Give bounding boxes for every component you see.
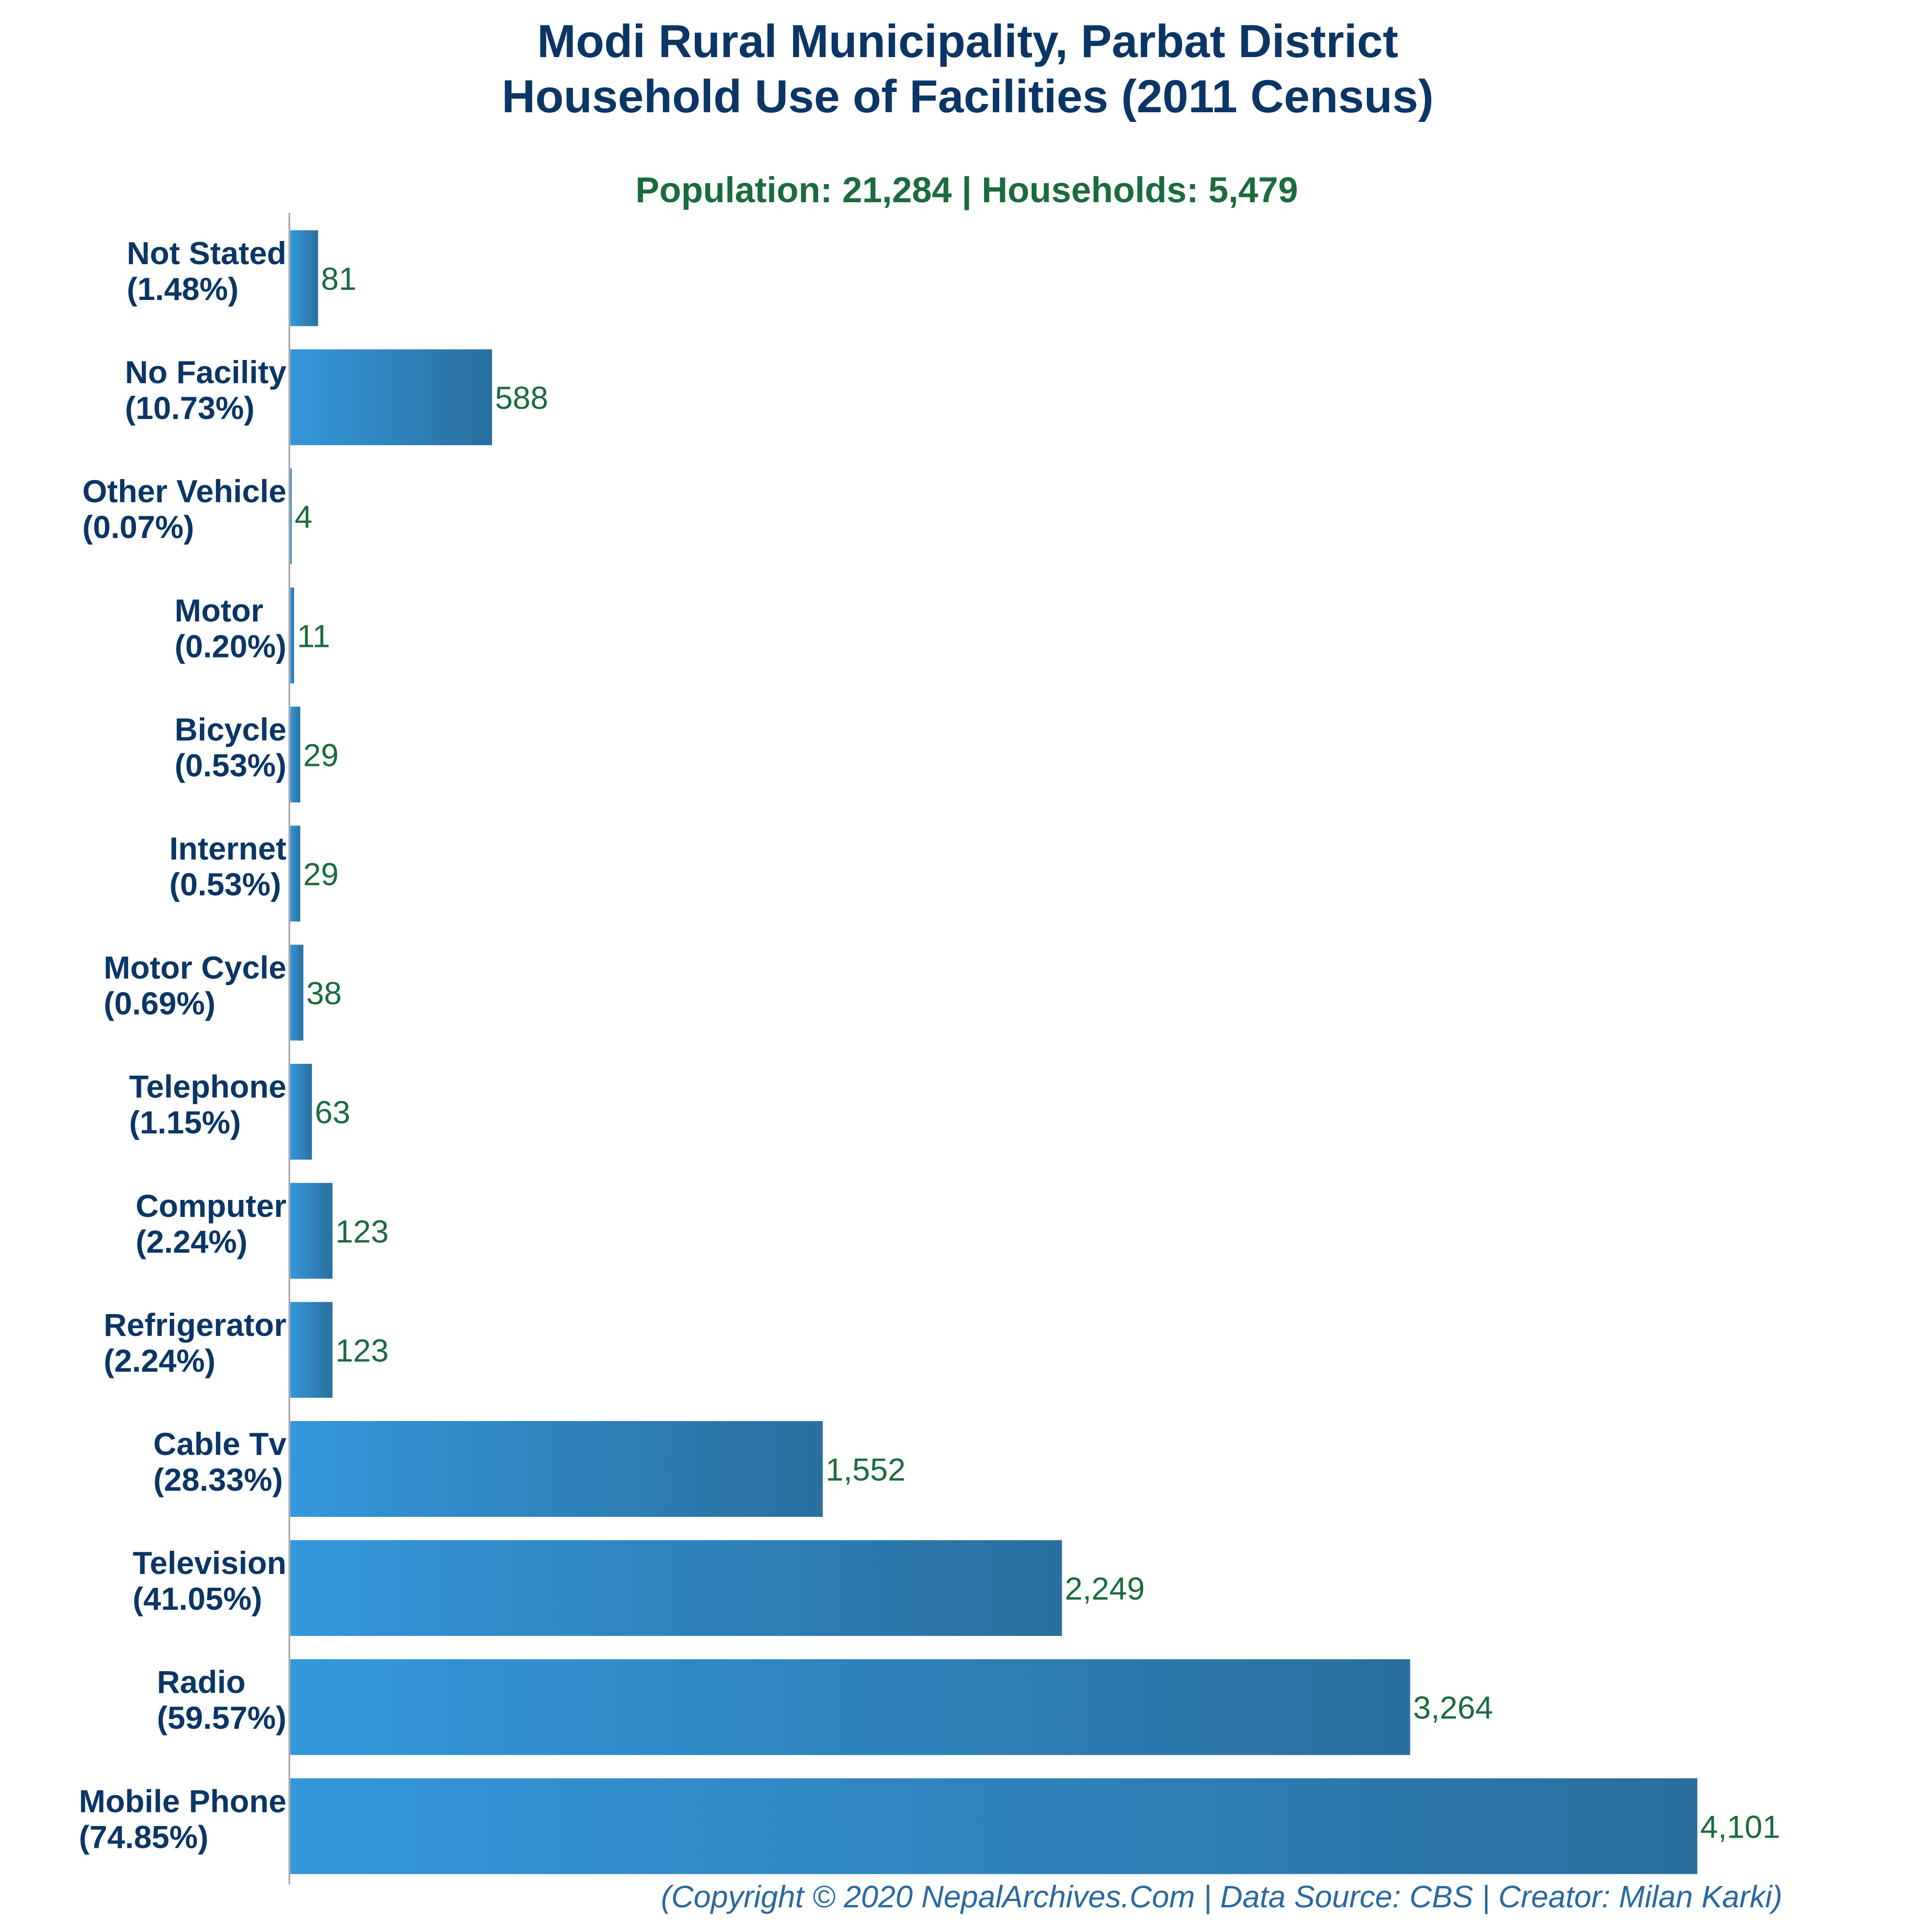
category-percent-label: (2.24%) (135, 1224, 247, 1259)
chart-subtitle: Population: 21,284 | Households: 5,479 (635, 170, 1298, 210)
category-label: Bicycle (175, 711, 286, 747)
value-label: 38 (306, 975, 342, 1011)
category-label: Motor (175, 592, 263, 628)
category-percent-label: (2.24%) (104, 1343, 215, 1378)
value-label: 81 (321, 261, 356, 297)
value-label: 4,101 (1700, 1809, 1780, 1844)
category-percent-label: (0.20%) (175, 628, 286, 664)
category-percent-label: (74.85%) (79, 1819, 209, 1855)
bar-mobile-phone (290, 1778, 1697, 1874)
bar-internet (290, 825, 300, 922)
category-label: Refrigerator (104, 1307, 286, 1343)
category-label: Motor Cycle (104, 950, 286, 986)
category-percent-label: (0.53%) (169, 867, 281, 902)
category-label: Mobile Phone (79, 1783, 286, 1819)
value-label: 123 (335, 1213, 389, 1249)
category-percent-label: (0.53%) (175, 747, 286, 783)
category-percent-label: (0.07%) (82, 509, 194, 545)
value-label: 29 (303, 856, 339, 892)
bar-cable-tv (290, 1421, 823, 1517)
category-percent-label: (1.15%) (129, 1105, 241, 1140)
chart-title-line2: Household Use of Facilities (2011 Census… (502, 71, 1434, 122)
category-label: Telephone (129, 1069, 286, 1105)
bar-no-facility (290, 349, 492, 446)
category-percent-label: (1.48%) (127, 271, 239, 307)
value-label: 588 (495, 380, 548, 416)
chart-footer: (Copyright © 2020 NepalArchives.Com | Da… (661, 1879, 1782, 1915)
category-percent-label: (41.05%) (133, 1581, 262, 1617)
category-label: Television (133, 1545, 286, 1581)
bar-television (290, 1540, 1062, 1636)
value-label: 123 (335, 1333, 389, 1368)
value-label: 2,249 (1065, 1571, 1145, 1606)
value-label: 4 (295, 499, 313, 535)
bar-telephone (290, 1063, 312, 1160)
bar-bicycle (290, 706, 300, 803)
value-label: 3,264 (1413, 1690, 1493, 1725)
category-label: Internet (169, 831, 286, 867)
category-percent-label: (59.57%) (157, 1700, 286, 1736)
category-label: Cable Tv (153, 1426, 286, 1462)
chart-title: Modi Rural Municipality, Parbat District (537, 15, 1398, 67)
category-label: Other Vehicle (82, 473, 286, 509)
category-percent-label: (28.33%) (153, 1462, 283, 1498)
bar-refrigerator (290, 1302, 333, 1398)
bar-computer (290, 1183, 333, 1279)
value-label: 63 (315, 1094, 350, 1130)
category-label: Computer (135, 1188, 286, 1224)
bar-other-vehicle (290, 468, 292, 565)
bar-radio (290, 1659, 1410, 1755)
category-label: Radio (157, 1664, 245, 1700)
category-percent-label: (0.69%) (104, 986, 215, 1021)
value-label: 29 (303, 737, 339, 773)
value-label: 11 (297, 618, 330, 654)
bars-layer: 81 Not Stated(1.48%) 588 No Facility(10.73%… (79, 230, 1780, 1874)
category-percent-label: (10.73%) (125, 390, 255, 426)
category-label: Not Stated (127, 235, 286, 271)
bar-not-stated (290, 230, 318, 326)
category-label: No Facility (125, 354, 286, 390)
value-label: 1,552 (826, 1452, 906, 1487)
bar-motor (290, 587, 294, 684)
bar-motor-cycle (290, 944, 303, 1041)
